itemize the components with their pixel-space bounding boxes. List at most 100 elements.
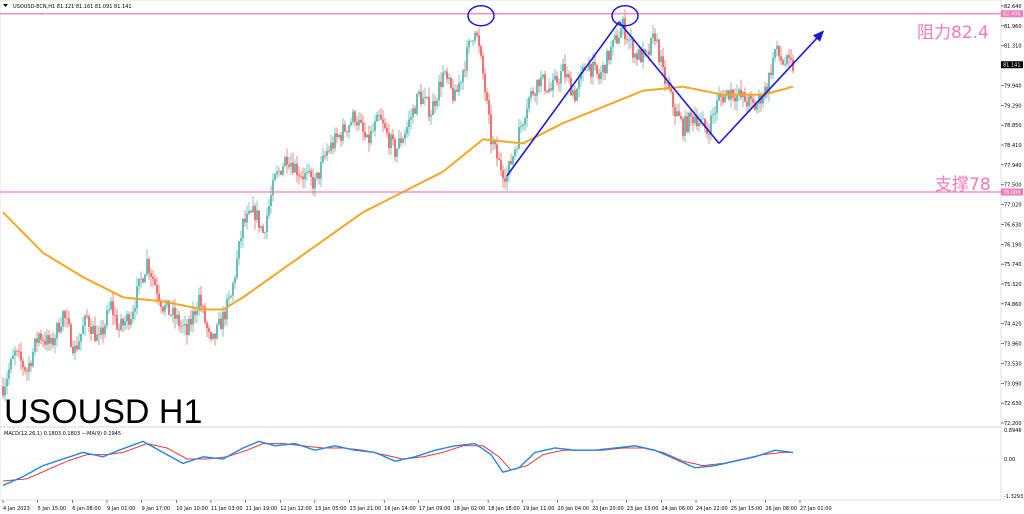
candle-body bbox=[448, 77, 450, 80]
candles-layer bbox=[2, 9, 794, 401]
time-tick-label: 17 Jan 09:00 bbox=[419, 506, 451, 512]
price-tick-label: 75.320 bbox=[1004, 282, 1022, 288]
candle-body bbox=[50, 337, 52, 344]
candle-body bbox=[88, 316, 90, 327]
candle-body bbox=[298, 175, 300, 177]
candle-body bbox=[476, 32, 478, 36]
candle-body bbox=[618, 37, 620, 44]
price-tick-label: 77.500 bbox=[1004, 183, 1022, 189]
candle-body bbox=[652, 33, 654, 38]
candle-body bbox=[662, 56, 664, 67]
candle-body bbox=[466, 47, 468, 71]
candle-body bbox=[276, 171, 278, 175]
candle-body bbox=[418, 91, 420, 94]
candle-body bbox=[18, 351, 20, 352]
candle-body bbox=[146, 258, 148, 275]
candle-body bbox=[732, 89, 734, 98]
candle-body bbox=[562, 64, 564, 72]
candle-body bbox=[480, 46, 482, 56]
candle-body bbox=[658, 39, 660, 62]
candle-body bbox=[430, 115, 432, 117]
candle-body bbox=[16, 350, 18, 352]
candle-body bbox=[308, 170, 310, 172]
candle-body bbox=[524, 118, 526, 125]
candle-body bbox=[196, 310, 198, 315]
time-tick-label: 19 Jan 11:00 bbox=[523, 506, 555, 512]
candle-body bbox=[300, 176, 302, 178]
candle-body bbox=[750, 96, 752, 99]
candle-body bbox=[442, 72, 444, 87]
resistance-label: 阻力82.4 bbox=[917, 23, 989, 43]
candle-body bbox=[262, 226, 264, 233]
trend-layer bbox=[467, 5, 825, 177]
candle-body bbox=[772, 57, 774, 75]
time-tick-label: 9 Jan 17:00 bbox=[142, 506, 170, 512]
candle-body bbox=[740, 89, 742, 98]
candle-body bbox=[232, 283, 234, 296]
candle-body bbox=[268, 205, 270, 216]
current-price-tag: 81.141 bbox=[1003, 63, 1021, 69]
candle-body bbox=[104, 325, 106, 335]
candle-body bbox=[212, 333, 214, 340]
price-tick-label: 76.190 bbox=[1004, 242, 1022, 248]
candle-body bbox=[542, 74, 544, 78]
candle-body bbox=[84, 315, 86, 326]
candle-body bbox=[406, 127, 408, 134]
macd-tick-label: 0.8946 bbox=[1004, 428, 1022, 434]
candle-body bbox=[210, 331, 212, 340]
macd-tick-label: 0.00 bbox=[1004, 457, 1015, 463]
candle-body bbox=[286, 157, 288, 165]
candle-body bbox=[636, 53, 638, 60]
time-tick-label: 13 Jan 21:00 bbox=[350, 506, 382, 512]
price-tick-label: 78.850 bbox=[1004, 123, 1022, 129]
candle-body bbox=[768, 72, 770, 94]
candle-body bbox=[544, 74, 546, 91]
candle-body bbox=[284, 157, 286, 167]
candle-body bbox=[20, 351, 22, 361]
candle-body bbox=[338, 134, 340, 137]
candle-body bbox=[604, 64, 606, 74]
trend-line bbox=[618, 21, 720, 144]
macd-label: MACD(12,26,1) 0.1803 0.1803 ---MA(9) 0.1… bbox=[4, 431, 121, 437]
candle-body bbox=[502, 170, 504, 179]
candle-body bbox=[200, 294, 202, 307]
candle-body bbox=[336, 133, 338, 137]
candle-body bbox=[496, 144, 498, 159]
candle-body bbox=[326, 150, 328, 156]
dropdown-icon[interactable] bbox=[3, 4, 8, 7]
candle-body bbox=[74, 345, 76, 354]
candle-body bbox=[312, 176, 314, 189]
candle-body bbox=[472, 40, 474, 42]
candle-body bbox=[162, 306, 164, 312]
candle-body bbox=[376, 114, 378, 122]
candle-body bbox=[408, 119, 410, 128]
candle-body bbox=[606, 50, 608, 74]
candle-body bbox=[302, 176, 304, 180]
candle-body bbox=[256, 210, 258, 220]
candle-body bbox=[556, 75, 558, 83]
candle-body bbox=[668, 82, 670, 90]
candle-body bbox=[650, 37, 652, 55]
time-tick-label: 11 Jan 19:00 bbox=[246, 506, 278, 512]
candle-body bbox=[478, 35, 480, 47]
price-tick-label: 77.020 bbox=[1004, 203, 1022, 209]
candle-body bbox=[594, 61, 596, 66]
candle-body bbox=[452, 87, 454, 101]
candle-body bbox=[684, 116, 686, 136]
candle-body bbox=[388, 132, 390, 149]
candle-body bbox=[786, 55, 788, 65]
candle-body bbox=[246, 213, 248, 223]
candle-body bbox=[776, 45, 778, 50]
candle-body bbox=[90, 326, 92, 334]
candle-body bbox=[180, 325, 182, 327]
candle-body bbox=[330, 142, 332, 152]
candle-body bbox=[168, 300, 170, 315]
candle-body bbox=[506, 174, 508, 182]
candle-body bbox=[634, 53, 636, 58]
candle-body bbox=[170, 314, 172, 316]
price-tick-label: 73.090 bbox=[1004, 381, 1022, 387]
candle-body bbox=[712, 114, 714, 116]
candle-body bbox=[592, 61, 594, 77]
price-tick-label: 74.420 bbox=[1004, 322, 1022, 328]
candle-body bbox=[306, 171, 308, 174]
